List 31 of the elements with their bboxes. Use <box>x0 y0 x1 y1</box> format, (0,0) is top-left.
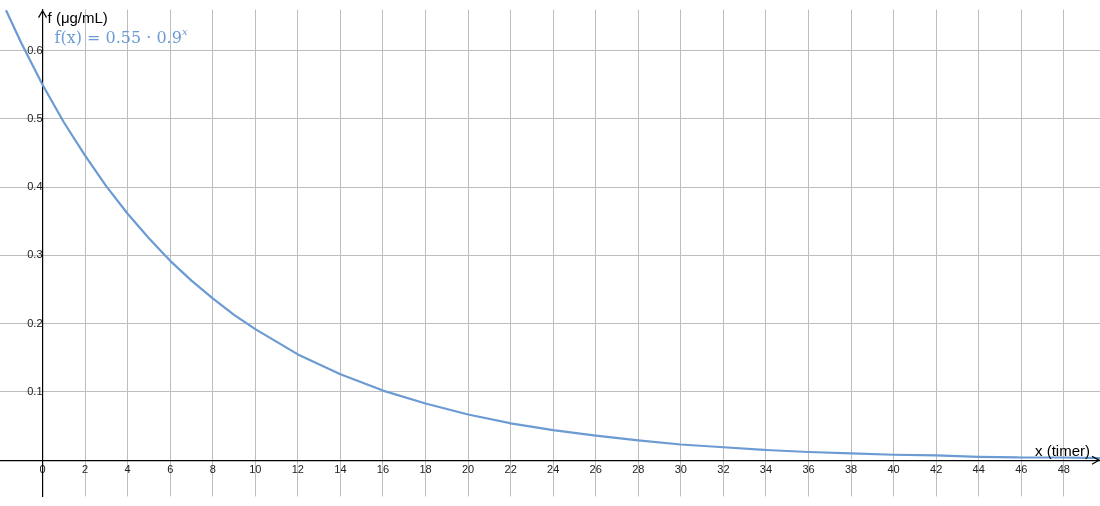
x-tick-label: 30 <box>674 462 687 475</box>
x-tick-label: 8 <box>209 462 216 475</box>
x-tick-label: 48 <box>1057 462 1070 475</box>
x-tick-label: 36 <box>802 462 815 475</box>
x-tick-label: 38 <box>844 462 858 475</box>
x-tick-label: 42 <box>930 462 943 475</box>
x-tick-label: 10 <box>249 462 262 475</box>
y-tick-label: 0.1 <box>27 384 43 397</box>
x-tick-label: 4 <box>124 462 131 475</box>
x-tick-label: 6 <box>167 462 174 475</box>
x-tick-label: 34 <box>759 462 773 475</box>
x-tick-label: 2 <box>82 462 89 475</box>
y-axis-title: f (μg/mL) <box>47 9 108 27</box>
x-tick-label: 24 <box>547 462 560 475</box>
x-axis-title: x (timer) <box>1035 441 1090 459</box>
x-tick-label: 40 <box>887 462 900 475</box>
x-tick-label: 12 <box>291 462 304 475</box>
y-tick-label: 0.5 <box>27 111 43 124</box>
x-tick-label: 28 <box>632 462 645 475</box>
x-tick-label: 46 <box>1015 462 1028 475</box>
y-tick-label: 0.3 <box>27 248 43 261</box>
x-tick-label: 44 <box>972 462 985 475</box>
x-tick-label: 16 <box>376 462 390 475</box>
y-tick-label: 0.6 <box>27 43 43 56</box>
x-tick-label: 18 <box>419 462 432 475</box>
x-tick-label: 14 <box>334 462 347 475</box>
x-tick-label: 26 <box>589 462 602 475</box>
y-tick-label: 0.2 <box>27 316 43 329</box>
x-tick-label: 22 <box>504 462 517 475</box>
x-tick-label: 20 <box>461 462 475 475</box>
x-tick-label: 32 <box>717 462 730 475</box>
